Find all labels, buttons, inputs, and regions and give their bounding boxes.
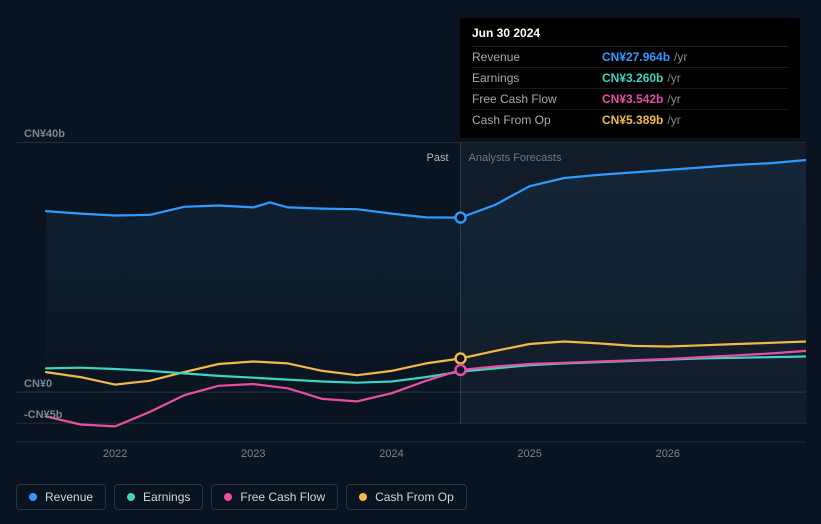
legend-label: Free Cash Flow (240, 490, 325, 504)
tooltip-metric-value: CN¥3.260b (602, 71, 663, 85)
tooltip-metric-value: CN¥27.964b (602, 50, 670, 64)
x-axis-label: 2025 (517, 448, 541, 460)
x-axis-label: 2024 (379, 448, 403, 460)
x-axis-label: 2023 (241, 448, 265, 460)
x-axis-label: 2026 (656, 448, 680, 460)
tooltip-metric-unit: /yr (667, 113, 680, 127)
tooltip-metric-label: Revenue (472, 50, 602, 64)
legend-item-cash-from-op[interactable]: Cash From Op (346, 484, 467, 510)
tooltip-metric-unit: /yr (667, 92, 680, 106)
tooltip-metric-value: CN¥3.542b (602, 92, 663, 106)
chart-tooltip: Jun 30 2024 RevenueCN¥27.964b/yrEarnings… (460, 18, 800, 138)
chart-legend: Revenue Earnings Free Cash Flow Cash From O… (16, 484, 467, 510)
legend-label: Earnings (143, 490, 190, 504)
legend-label: Revenue (45, 490, 93, 504)
legend-dot-icon (127, 493, 135, 501)
tooltip-metric-value: CN¥5.389b (602, 113, 663, 127)
tooltip-metric-unit: /yr (674, 50, 687, 64)
y-axis-label: -CN¥5b (24, 409, 63, 421)
tooltip-row: EarningsCN¥3.260b/yr (472, 68, 788, 89)
tooltip-date: Jun 30 2024 (472, 26, 788, 47)
legend-item-earnings[interactable]: Earnings (114, 484, 203, 510)
tooltip-row: Cash From OpCN¥5.389b/yr (472, 110, 788, 130)
y-axis-label: CN¥0 (24, 378, 52, 390)
financials-chart: CN¥40b CN¥0 -CN¥5b 2022 2023 2024 2025 2026 Pa… (16, 130, 806, 460)
legend-dot-icon (359, 493, 367, 501)
y-axis-label: CN¥40b (24, 128, 65, 140)
legend-dot-icon (29, 493, 37, 501)
past-label: Past (427, 152, 449, 164)
legend-item-free-cash-flow[interactable]: Free Cash Flow (211, 484, 338, 510)
tooltip-metric-label: Free Cash Flow (472, 92, 602, 106)
x-axis-label: 2022 (103, 448, 127, 460)
tooltip-metric-unit: /yr (667, 71, 680, 85)
tooltip-metric-label: Earnings (472, 71, 602, 85)
legend-label: Cash From Op (375, 490, 454, 504)
legend-item-revenue[interactable]: Revenue (16, 484, 106, 510)
chart-svg (16, 130, 806, 460)
tooltip-metric-label: Cash From Op (472, 113, 602, 127)
tooltip-row: RevenueCN¥27.964b/yr (472, 47, 788, 68)
legend-dot-icon (224, 493, 232, 501)
tooltip-row: Free Cash FlowCN¥3.542b/yr (472, 89, 788, 110)
forecast-label: Analysts Forecasts (469, 152, 562, 164)
